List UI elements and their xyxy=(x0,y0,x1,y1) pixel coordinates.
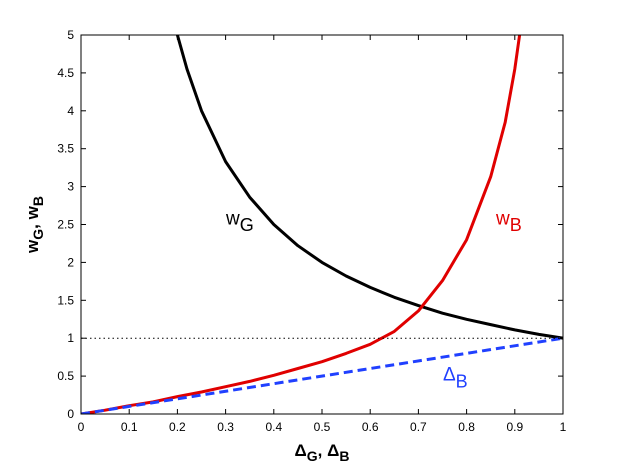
series-line xyxy=(81,336,563,414)
y-axis-label: wG, wB xyxy=(23,196,46,254)
y-tick-label: 1.5 xyxy=(57,293,74,307)
x-tick-label: 0.3 xyxy=(217,420,234,434)
tick-layer: 0 0.1 0.2 0.3 0.4 0.5 0.6 0.7 0.8 0.9 1 0 0.5 1 1.5 2 2.… xyxy=(57,28,566,434)
plot-area-frame xyxy=(80,34,564,415)
y-tick-label: 2 xyxy=(67,255,74,269)
x-tick-label: 0.1 xyxy=(121,420,138,434)
series-layer xyxy=(81,35,563,414)
series-label: ΔB xyxy=(443,365,468,392)
y-tick-label: 4 xyxy=(67,104,74,118)
y-tick-label: 0 xyxy=(67,407,74,421)
x-tick-label: 0.5 xyxy=(314,420,331,434)
y-tick-label: 2.5 xyxy=(57,218,74,232)
x-tick-label: 0 xyxy=(78,420,85,434)
y-tick-label: 5 xyxy=(67,28,74,42)
y-tick-label: 1 xyxy=(67,331,74,345)
x-tick-label: 1 xyxy=(560,420,567,434)
series-line xyxy=(81,35,522,414)
x-tick-label: 0.7 xyxy=(410,420,427,434)
x-tick-label: 0.8 xyxy=(458,420,475,434)
series-label: wB xyxy=(495,209,522,236)
x-tick-label: 0.4 xyxy=(265,420,282,434)
series-label: wG xyxy=(225,209,254,236)
y-tick-label: 0.5 xyxy=(57,369,74,383)
y-tick-label: 4.5 xyxy=(57,66,74,80)
x-tick-label: 0.2 xyxy=(169,420,186,434)
x-axis-label: ΔG, ΔB xyxy=(295,441,350,464)
y-tick-label: 3.5 xyxy=(57,142,74,156)
series-line xyxy=(175,35,563,340)
x-tick-label: 0.9 xyxy=(506,420,523,434)
label-layer: wG wB ΔB ΔG, ΔB wG, wB xyxy=(23,196,522,464)
x-tick-label: 0.6 xyxy=(362,420,379,434)
y-tick-label: 3 xyxy=(67,180,74,194)
